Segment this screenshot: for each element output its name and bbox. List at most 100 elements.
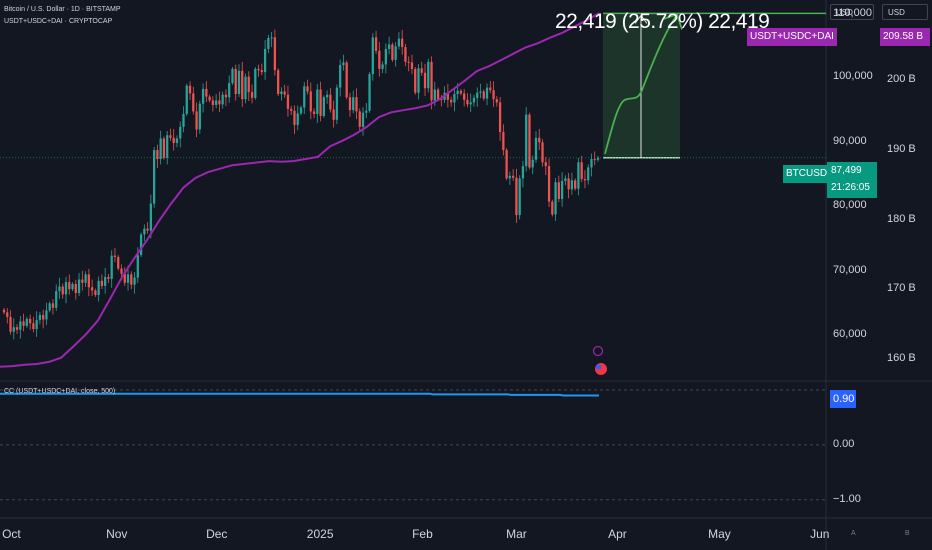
btc-axis-tick: 60,000 [833,327,867,340]
candle-body [430,61,433,101]
candle-body [472,97,476,103]
candle-body [2,309,6,313]
candle-body [139,234,143,256]
candle-body [257,68,260,71]
candle-body [365,110,368,113]
candle-body [525,114,528,167]
projection-measure-arrowhead [634,14,648,24]
candle-body [316,89,319,114]
candle-body [228,83,231,98]
candle-body [283,91,286,95]
candle-body [407,61,410,63]
candle-body [531,159,534,168]
time-axis-label: May [708,527,731,541]
candle-body [446,92,450,100]
candle-body [345,62,348,98]
time-axis-label: Apr [608,527,627,541]
candle-body [384,48,387,65]
candle-body [508,175,512,179]
candle-body [146,228,149,231]
indicator-label: CC (USDT+USDC+DAI, close, 500) [4,388,116,395]
candle-body [61,286,64,295]
stablecoin-axis-tick: 160 B [887,352,916,365]
time-axis-label: Jun [810,527,830,541]
candle-body [358,111,361,127]
candle-body [476,92,479,98]
candle-body [583,179,587,181]
candle-body [482,91,485,99]
candle-body [22,321,25,326]
symbol-title: Bitcoin / U.S. Dollar · 1D · BITSTAMP [4,6,121,13]
candle-body [574,180,577,189]
candle-body [182,114,185,127]
candle-body [469,102,472,105]
candle-body [218,100,221,105]
btc-candles [2,29,600,340]
candle-body [45,310,48,320]
candle-body [68,282,71,290]
left-unit-selector[interactable]: USD [830,4,874,20]
candle-body [397,38,401,47]
candle-body [371,37,374,75]
candle-body [149,203,153,231]
candle-body [162,138,166,158]
indicator-axis-tick: −1.00 [833,492,861,505]
candle-body [541,142,544,163]
stablecoin-axis-tick: 200 B [887,73,916,86]
candle-body [593,159,596,161]
overlay-title: USDT+USDC+DAI · CRYPTOCAP [4,18,113,25]
candle-body [495,99,498,103]
candle-body [179,126,182,139]
candle-body [306,86,309,92]
candle-body [479,91,482,93]
candle-body [427,61,430,89]
candle-body [551,201,554,215]
candle-body [322,97,325,116]
candle-body [391,44,394,60]
right-unit-selector[interactable]: USD [882,4,928,20]
cc-value-tag: 0.90 [830,390,856,408]
candle-body [463,93,466,100]
candle-body [329,94,332,110]
candle-body [414,68,417,93]
candle-body [521,166,525,179]
btc-axis-tick: 80,000 [833,199,867,212]
candle-body [332,109,335,120]
candle-body [436,89,440,100]
stablecoin-axis-tick: 180 B [887,212,916,225]
candle-body [270,37,273,39]
candle-body [485,87,489,99]
btc-price-tag: 87,499 21:26:05 [827,162,877,198]
candle-body [48,303,51,311]
candle-body [205,88,208,97]
candle-body [244,76,247,100]
candle-body [159,138,162,160]
candle-body [554,182,557,215]
stablecoin-supply-line [0,12,600,368]
candle-body [136,255,139,278]
candle-body [77,279,81,294]
candle-body [449,99,453,103]
candle-body [299,107,303,114]
log-scale-button[interactable]: B [905,530,910,537]
candle-body [580,162,583,180]
candle-body [166,135,169,158]
candle-body [557,182,560,200]
candle-body [528,114,531,168]
auto-scale-button[interactable]: A [851,530,856,537]
candle-body [335,87,339,120]
time-axis-label: Dec [206,527,228,541]
candle-body [175,138,179,143]
candle-body [201,88,205,104]
candle-body [241,70,244,100]
btc-countdown: 21:26:05 [831,182,870,193]
time-axis-label: Nov [106,527,128,541]
candle-body [577,162,580,189]
candle-body [169,135,172,138]
candle-body [110,255,113,279]
candle-body [51,303,55,308]
projection-path-arrowhead [661,13,683,30]
candle-body [237,70,241,95]
candle-body [263,48,267,73]
